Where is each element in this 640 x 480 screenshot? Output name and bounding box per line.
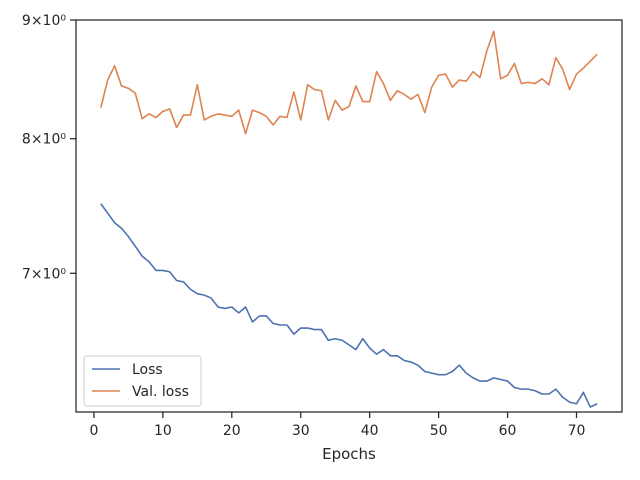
x-tick-label: 40: [361, 423, 379, 439]
x-tick-label: 30: [292, 423, 310, 439]
x-tick-label: 50: [430, 423, 448, 439]
legend-label: Val. loss: [132, 384, 189, 400]
series-line-val-loss: [100, 30, 598, 135]
x-tick-label: 0: [89, 423, 98, 439]
x-axis: 0 10 20 30 40 50 60 70: [89, 412, 585, 439]
y-tick-label: 8×10⁰: [22, 132, 66, 148]
series-line-loss: [100, 203, 598, 408]
legend-label: Loss: [132, 362, 163, 378]
x-axis-title: Epochs: [322, 445, 376, 463]
x-tick-label: 20: [223, 423, 241, 439]
x-tick-label: 70: [568, 423, 586, 439]
y-tick-label: 7×10⁰: [22, 266, 66, 282]
y-tick-label: 9×10⁰: [22, 13, 66, 29]
y-axis: 7×10⁰ 8×10⁰ 9×10⁰: [22, 13, 76, 282]
x-tick-label: 10: [154, 423, 172, 439]
legend: Loss Val. loss: [83, 355, 202, 407]
plot-frame: [75, 19, 623, 413]
x-tick-label: 60: [499, 423, 517, 439]
